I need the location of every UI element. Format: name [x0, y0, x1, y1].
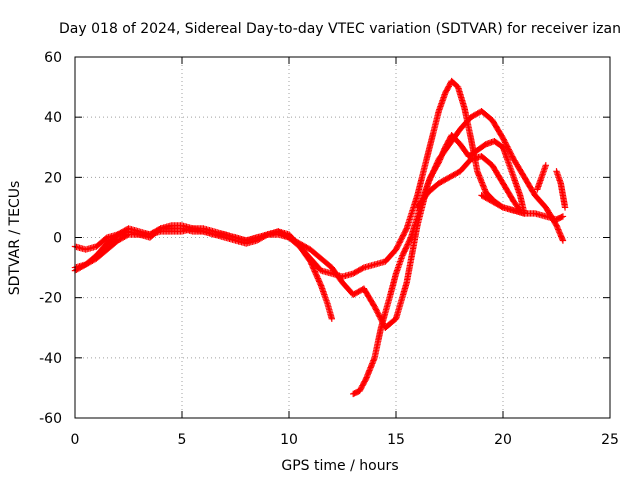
grid-lines — [75, 57, 610, 418]
y-tick-label: -60 — [39, 411, 62, 427]
y-tick-label: -20 — [39, 291, 62, 307]
x-tick-label: 15 — [387, 432, 405, 448]
x-axis-label: GPS time / hours — [281, 458, 398, 474]
series-track-6 — [478, 192, 528, 217]
y-tick-label: 20 — [44, 170, 62, 186]
series-track-7 — [534, 162, 549, 193]
y-tick-label: 0 — [53, 231, 62, 247]
series-track-5 — [414, 153, 524, 214]
chart-title: Day 018 of 2024, Sidereal Day-to-day VTE… — [59, 21, 621, 37]
y-tick-label: 40 — [44, 110, 62, 126]
axis-ticks — [74, 56, 611, 419]
series-track-8 — [553, 168, 569, 211]
y-tick-label: -40 — [39, 351, 62, 367]
y-tick-label: 60 — [44, 50, 62, 66]
tick-labels: 0 5 10 15 20 25 -60 -40 -20 0 20 40 60 — [39, 50, 619, 448]
x-tick-label: 0 — [71, 432, 80, 448]
x-tick-label: 5 — [178, 432, 187, 448]
y-axis-label: SDTVAR / TECUs — [7, 181, 23, 296]
x-tick-label: 20 — [494, 432, 512, 448]
x-tick-label: 10 — [280, 432, 298, 448]
series-track-4 — [350, 132, 528, 398]
x-tick-label: 25 — [601, 432, 619, 448]
